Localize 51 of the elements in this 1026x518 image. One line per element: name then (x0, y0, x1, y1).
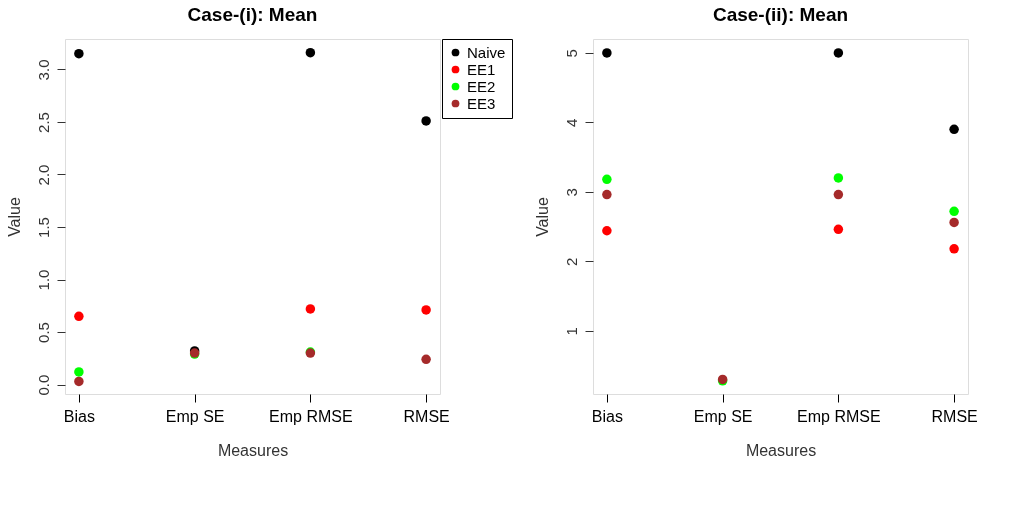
y-tick-label: 3 (562, 188, 580, 197)
y-axis-title: Value (5, 197, 23, 237)
x-tick-label: Emp SE (693, 407, 753, 425)
point (602, 174, 612, 185)
point (421, 354, 431, 365)
y-axis-title: Value (533, 197, 551, 237)
legend-label: EE3 (467, 94, 496, 112)
point (421, 305, 431, 315)
x-axis-title: Measures (745, 441, 817, 459)
point (833, 48, 844, 58)
point (74, 376, 84, 387)
x-tick-label: Emp RMSE (797, 407, 881, 425)
legend-label: EE1 (467, 60, 496, 78)
point (305, 47, 316, 58)
x-tick-label: Emp RMSE (269, 407, 353, 425)
x-axis-title: Measures (217, 441, 289, 459)
y-tick-label: 1.5 (34, 217, 52, 238)
point (602, 48, 612, 58)
chart-title: Case-(i): Mean (187, 3, 318, 25)
x-tick-label: Bias (63, 407, 95, 425)
point (949, 217, 959, 228)
x-tick-label: RMSE (403, 407, 450, 425)
y-tick-label: 2 (562, 257, 580, 266)
x-tick-label: Emp SE (165, 407, 225, 425)
point (949, 124, 959, 135)
point (421, 116, 431, 126)
point (833, 189, 844, 200)
point (74, 48, 84, 59)
point (74, 367, 84, 377)
point (833, 224, 844, 235)
legend-label: EE2 (467, 77, 496, 95)
y-tick-label: 2.5 (34, 112, 52, 133)
y-tick-label: 1.0 (34, 269, 52, 291)
point (305, 304, 316, 314)
y-tick-label: 3.0 (34, 59, 52, 81)
chart-title: Case-(ii): Mean (712, 4, 849, 25)
point (833, 173, 844, 183)
point (74, 311, 84, 322)
y-tick-label: 0.0 (34, 374, 52, 396)
y-tick-label: 1 (562, 327, 580, 336)
x-tick-label: Bias (591, 407, 623, 425)
point (949, 244, 959, 254)
y-tick-label: 4 (562, 118, 580, 128)
point (949, 206, 959, 217)
legend-label: Naive (467, 43, 506, 61)
y-tick-label: 5 (562, 49, 580, 58)
y-tick-label: 2.0 (34, 164, 52, 186)
x-tick-label: RMSE (931, 407, 978, 425)
y-tick-label: 0.5 (34, 322, 52, 343)
point (602, 226, 612, 236)
point (602, 189, 612, 200)
